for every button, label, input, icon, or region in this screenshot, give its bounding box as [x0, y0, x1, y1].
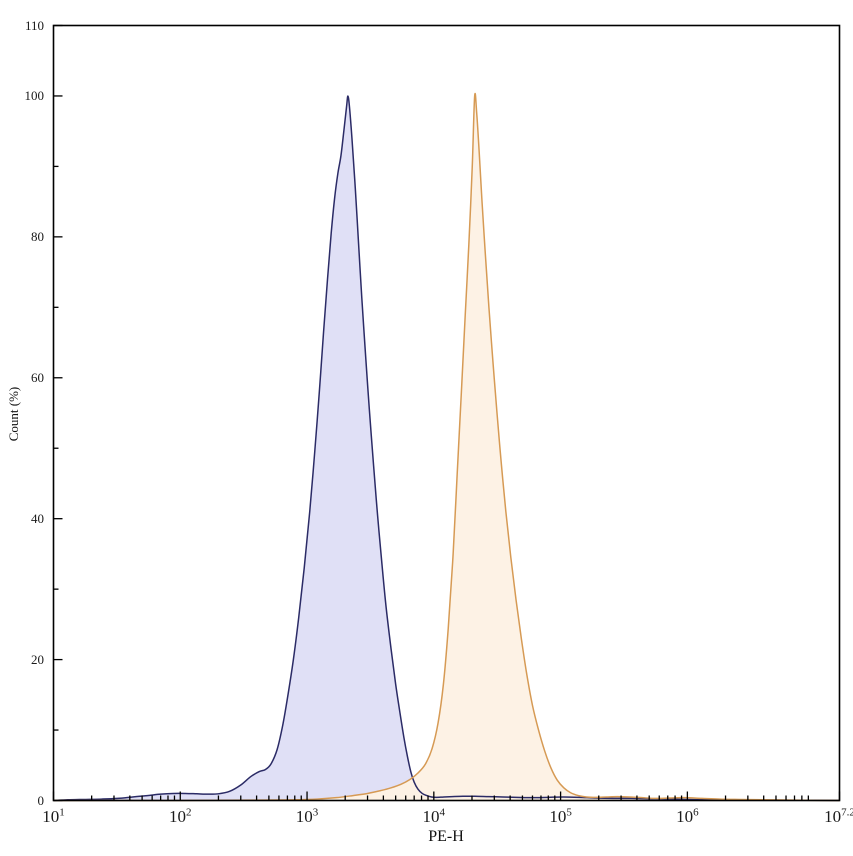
x-tick-label: 105	[549, 805, 572, 827]
y-tick-label: 0	[37, 792, 45, 808]
x-tick-base: 10	[295, 806, 313, 826]
axis-ticks	[52, 24, 841, 802]
x-tick-base: 10	[824, 806, 842, 826]
x-tick-exponent: 3	[312, 805, 319, 818]
y-tick-label: 100	[24, 88, 45, 103]
x-tick-label: 103	[295, 805, 319, 827]
x-tick-exponent: 5	[566, 805, 572, 818]
x-tick-exponent: 7.2	[841, 805, 853, 818]
y-tick-label: 20	[31, 651, 44, 667]
x-tick-label: 106	[676, 805, 699, 827]
x-tick-exponent: 1	[59, 805, 65, 818]
plot-fills	[53, 93, 840, 801]
x-tick-label: 104	[422, 805, 446, 827]
x-tick-exponent: 4	[439, 805, 446, 818]
x-tick-label: 102	[169, 805, 192, 827]
x-tick-base: 10	[549, 806, 567, 826]
x-tick-exponent: 6	[693, 805, 699, 818]
x-tick-base: 10	[42, 806, 60, 826]
x-tick-base: 10	[169, 806, 187, 826]
y-tick-label: 40	[31, 510, 44, 526]
y-tick-label: 60	[31, 369, 44, 385]
x-tick-label: 107.2	[824, 805, 853, 827]
x-axis-title: PE-H	[428, 828, 464, 845]
series-line-orange-histogram	[53, 92, 840, 802]
x-tick-exponent: 2	[186, 805, 192, 818]
plot-frame	[52, 24, 841, 802]
x-tick-base: 10	[676, 806, 694, 826]
y-tick-label: 80	[31, 228, 44, 244]
series-fill-orange-histogram	[53, 93, 840, 801]
x-tick-base: 10	[422, 806, 440, 826]
y-tick-label: 110	[24, 17, 44, 33]
x-tick-label: 101	[42, 805, 65, 827]
y-axis-title: Count (%)	[6, 386, 21, 442]
